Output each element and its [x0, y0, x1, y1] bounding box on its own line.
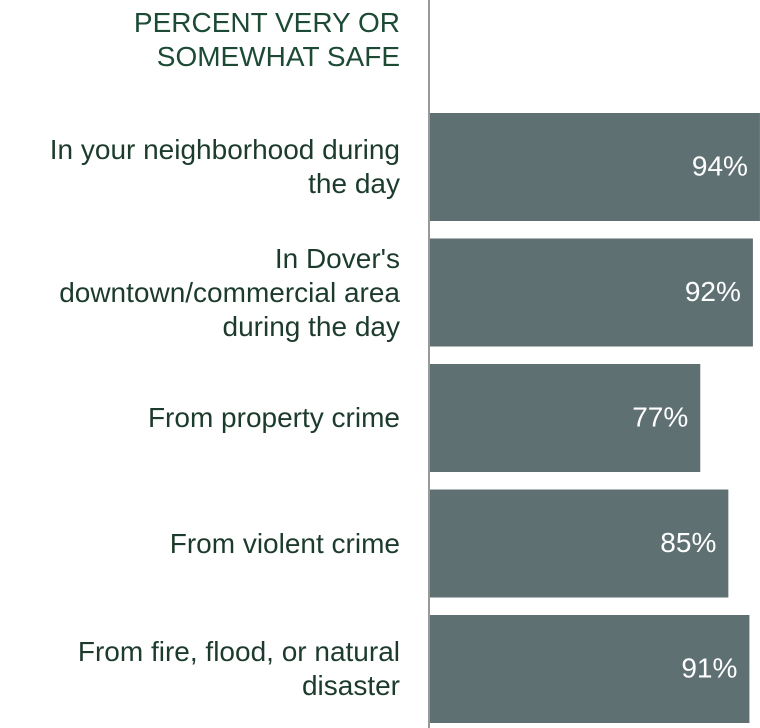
value-label: 77% [632, 401, 688, 432]
category-text: In your neighborhood during the day [49, 134, 400, 199]
category-label: From violent crime [10, 490, 400, 598]
bar [430, 238, 753, 347]
bar [430, 615, 750, 723]
category-text: From violent crime [169, 527, 400, 559]
category-label: In Dover's downtown/commercial area duri… [10, 239, 400, 347]
chart-title: PERCENT VERY OR SOMEWHAT SAFE [133, 7, 400, 72]
bar [430, 364, 701, 472]
category-text: From fire, flood, or natural disaster [77, 636, 400, 701]
value-label: 94% [692, 150, 748, 181]
bar [430, 113, 760, 221]
category-text: In Dover's downtown/commercial area duri… [59, 242, 400, 342]
category-label: In your neighborhood during the day [10, 113, 400, 221]
value-label: 85% [660, 527, 716, 558]
value-label: 91% [681, 652, 737, 683]
category-text: From property crime [147, 402, 400, 433]
value-label: 92% [685, 276, 741, 307]
bar [430, 489, 729, 598]
category-label: From fire, flood, or natural disaster [10, 615, 400, 723]
category-label: From property crime [10, 364, 400, 472]
